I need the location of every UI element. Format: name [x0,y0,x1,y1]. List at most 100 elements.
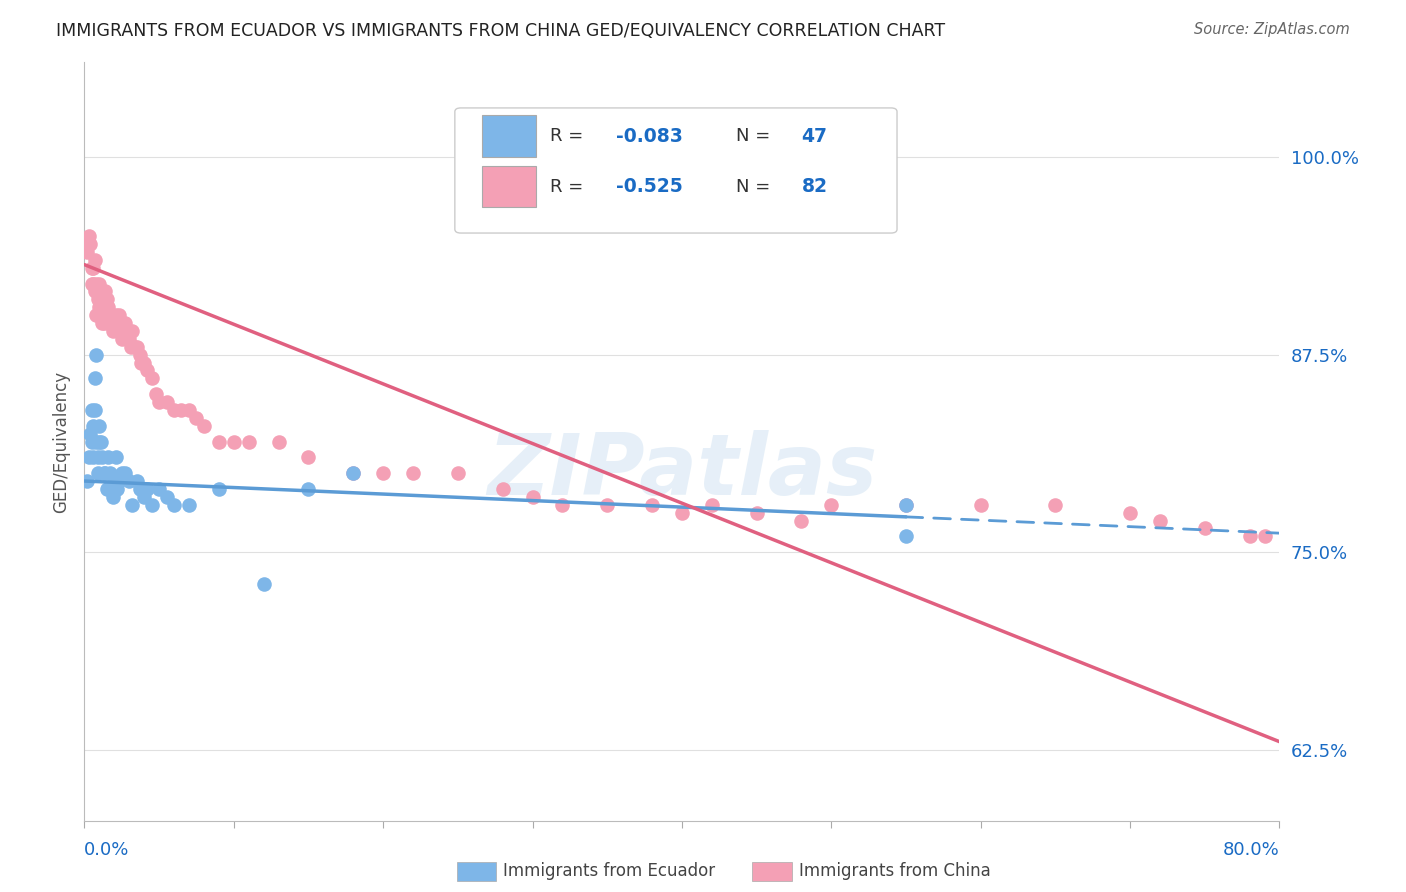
Point [163,403,186,417]
Point [186,410,208,425]
Point [492,482,515,496]
Point [91,450,114,465]
Point [253,576,276,591]
Point [90,308,112,322]
Point [97,316,120,330]
Point [790,514,813,528]
Point [79,426,101,441]
Point [96,293,118,307]
Text: 80.0%: 80.0% [1223,841,1279,859]
Point [83,403,105,417]
Point [101,490,124,504]
Point [96,308,118,322]
Point [125,474,148,488]
Point [155,490,177,504]
Point [820,498,842,512]
Point [82,450,104,465]
Point [105,482,128,496]
Point [76,474,98,488]
Point [94,300,117,314]
Point [342,466,364,480]
Point [83,285,105,299]
Point [121,324,143,338]
Point [100,316,122,330]
Text: 82: 82 [801,178,827,196]
Point [80,403,103,417]
Point [1194,521,1216,535]
Point [342,466,364,480]
Point [141,498,163,512]
Point [111,466,134,480]
Point [90,293,112,307]
Point [141,371,163,385]
Point [80,434,103,449]
Point [128,482,150,496]
FancyBboxPatch shape [482,166,536,208]
Point [89,300,111,314]
Point [89,277,111,291]
Text: -0.083: -0.083 [616,127,683,145]
Point [177,498,200,512]
Text: 47: 47 [801,127,827,145]
Point [1253,529,1275,543]
Point [297,482,319,496]
Point [89,434,111,449]
Point [1045,498,1067,512]
Point [894,498,917,512]
Point [596,498,619,512]
Point [97,450,120,465]
Point [103,316,125,330]
Text: N =: N = [735,178,776,195]
Point [125,340,148,354]
Point [96,482,118,496]
Point [170,403,193,417]
Point [104,450,127,465]
Point [86,308,108,322]
Point [148,395,170,409]
Point [101,324,124,338]
Point [87,308,110,322]
FancyBboxPatch shape [456,108,897,233]
Point [87,450,110,465]
Text: N =: N = [735,127,776,145]
Point [132,490,156,504]
Point [641,498,664,512]
Point [121,498,143,512]
Point [1149,514,1171,528]
Point [267,434,290,449]
Point [132,355,156,369]
Point [83,252,105,267]
Y-axis label: GED/Equivalency: GED/Equivalency [52,370,70,513]
Point [894,498,917,512]
Point [136,482,159,496]
Point [80,277,103,291]
Point [93,316,115,330]
Point [402,466,425,480]
Text: Immigrants from China: Immigrants from China [799,863,990,880]
Point [145,387,167,401]
Point [551,498,574,512]
Text: R =: R = [551,178,589,195]
Point [118,332,141,346]
Point [522,490,544,504]
Point [98,466,121,480]
Point [970,498,993,512]
Point [93,293,115,307]
Point [83,371,105,385]
Point [373,466,395,480]
Point [91,316,114,330]
Point [87,466,110,480]
Text: ZIPatlas: ZIPatlas [486,430,877,514]
Point [148,482,170,496]
Point [114,466,136,480]
Point [1239,529,1261,543]
Text: Source: ZipAtlas.com: Source: ZipAtlas.com [1194,22,1350,37]
Point [76,244,98,259]
Point [671,506,693,520]
Point [93,466,115,480]
Text: 0.0%: 0.0% [84,841,129,859]
Point [128,348,150,362]
Point [124,340,146,354]
Point [86,277,108,291]
Point [94,466,117,480]
